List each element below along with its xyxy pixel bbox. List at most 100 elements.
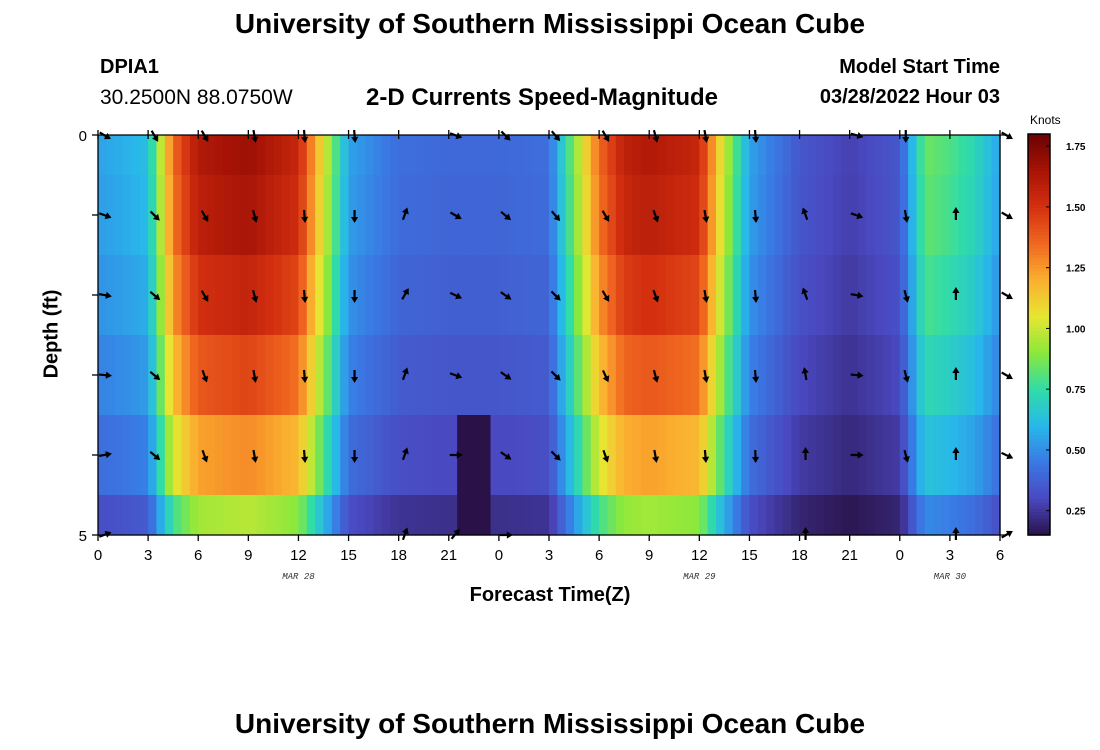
heatmap-cell xyxy=(574,495,584,536)
heatmap-cell xyxy=(131,135,141,176)
heatmap-cell xyxy=(824,135,834,176)
heatmap-cell xyxy=(699,175,709,256)
heatmap-cell xyxy=(164,495,174,536)
heatmap-cell xyxy=(398,415,408,496)
heatmap-cell xyxy=(365,495,375,536)
heatmap-cell xyxy=(290,495,300,536)
colorbar-segment xyxy=(1028,337,1050,342)
heatmap-cell xyxy=(181,495,191,536)
heatmap-cell xyxy=(515,415,525,496)
heatmap-cell xyxy=(557,255,567,336)
heatmap-cell xyxy=(832,415,842,496)
heatmap-cell xyxy=(933,415,943,496)
current-arrow xyxy=(450,528,460,540)
x-tick-label: 18 xyxy=(791,547,808,564)
heatmap-cell xyxy=(615,335,625,416)
colorbar-tick-label: 1.50 xyxy=(1066,203,1086,214)
current-arrow xyxy=(550,210,561,222)
heatmap-cell xyxy=(824,415,834,496)
heatmap-cell xyxy=(473,495,483,536)
heatmap-cell xyxy=(749,135,759,176)
heatmap-cell xyxy=(807,415,817,496)
x-tick-label: 18 xyxy=(390,547,407,564)
heatmap-cell xyxy=(490,335,500,416)
current-arrow xyxy=(98,530,112,538)
colorbar-segment xyxy=(1028,167,1050,172)
heatmap-cell xyxy=(315,335,325,416)
heatmap-cell xyxy=(306,335,316,416)
heatmap-cell xyxy=(164,255,174,336)
current-arrow xyxy=(251,289,259,303)
colorbar-segment xyxy=(1028,428,1050,433)
heatmap-cell xyxy=(306,495,316,536)
heatmap-cell xyxy=(574,135,584,176)
heatmap-cell xyxy=(540,415,550,496)
heatmap-cell xyxy=(231,335,241,416)
colorbar-tick-label: 1.25 xyxy=(1066,264,1086,275)
colorbar-segment xyxy=(1028,327,1050,332)
current-arrow xyxy=(150,130,159,142)
heatmap-cell xyxy=(749,335,759,416)
heatmap-cell xyxy=(766,335,776,416)
current-arrow xyxy=(902,449,910,463)
heatmap-cell xyxy=(507,415,517,496)
heatmap-cell xyxy=(665,175,675,256)
heatmap-cell xyxy=(899,135,909,176)
heatmap-cell xyxy=(106,255,116,336)
heatmap-cell xyxy=(741,495,751,536)
heatmap-cell xyxy=(323,135,333,176)
colorbar-segment xyxy=(1028,321,1050,326)
heatmap-cell xyxy=(924,175,934,256)
current-arrow xyxy=(550,370,561,381)
heatmap-cell xyxy=(523,335,533,416)
heatmap-cell xyxy=(549,495,558,536)
heatmap-cell xyxy=(156,495,166,536)
heatmap-cell xyxy=(682,135,692,176)
heatmap-cell xyxy=(665,495,675,536)
heatmap-cell xyxy=(532,335,542,416)
colorbar-segment xyxy=(1028,317,1050,322)
current-arrow xyxy=(652,209,660,223)
heatmap-cell xyxy=(432,335,442,416)
heatmap-cell xyxy=(582,255,592,336)
colorbar-segment xyxy=(1028,344,1050,349)
current-arrow xyxy=(652,369,660,383)
heatmap-cell xyxy=(599,495,609,536)
current-arrow xyxy=(550,450,561,461)
colorbar-segment xyxy=(1028,157,1050,162)
heatmap-cell xyxy=(557,495,567,536)
heatmap-cell xyxy=(565,175,575,256)
heatmap-cell xyxy=(156,175,166,256)
heatmap-cell xyxy=(874,415,884,496)
colorbar-segment xyxy=(1028,287,1050,292)
heatmap-cell xyxy=(482,255,492,336)
colorbar-segment xyxy=(1028,190,1050,195)
heatmap-cell xyxy=(465,415,475,496)
heatmap-cell xyxy=(941,255,951,336)
heatmap-cell xyxy=(791,175,801,256)
heatmap-cell xyxy=(507,255,517,336)
heatmap-cell xyxy=(331,255,341,336)
heatmap-cell xyxy=(574,335,584,416)
heatmap-cell xyxy=(874,495,884,536)
current-arrow xyxy=(201,369,209,383)
heatmap-cell xyxy=(265,175,274,256)
heatmap-cell xyxy=(632,135,642,176)
heatmap-cell xyxy=(891,415,901,496)
x-tick-label: 6 xyxy=(595,547,603,564)
colorbar-segment xyxy=(1028,481,1050,486)
heatmap-cell xyxy=(724,135,734,176)
heatmap-cell xyxy=(883,495,893,536)
heatmap-cell xyxy=(757,335,767,416)
heatmap-cell xyxy=(340,415,350,496)
heatmap-cell xyxy=(223,255,233,336)
heatmap-cell xyxy=(657,495,667,536)
heatmap-cell xyxy=(590,175,600,256)
colorbar-segment xyxy=(1028,458,1050,463)
colorbar-segment xyxy=(1028,397,1050,402)
heatmap-cell xyxy=(774,335,784,416)
heatmap-cell xyxy=(849,135,859,176)
heatmap-cell xyxy=(248,135,258,176)
heatmap-cell xyxy=(373,415,383,496)
